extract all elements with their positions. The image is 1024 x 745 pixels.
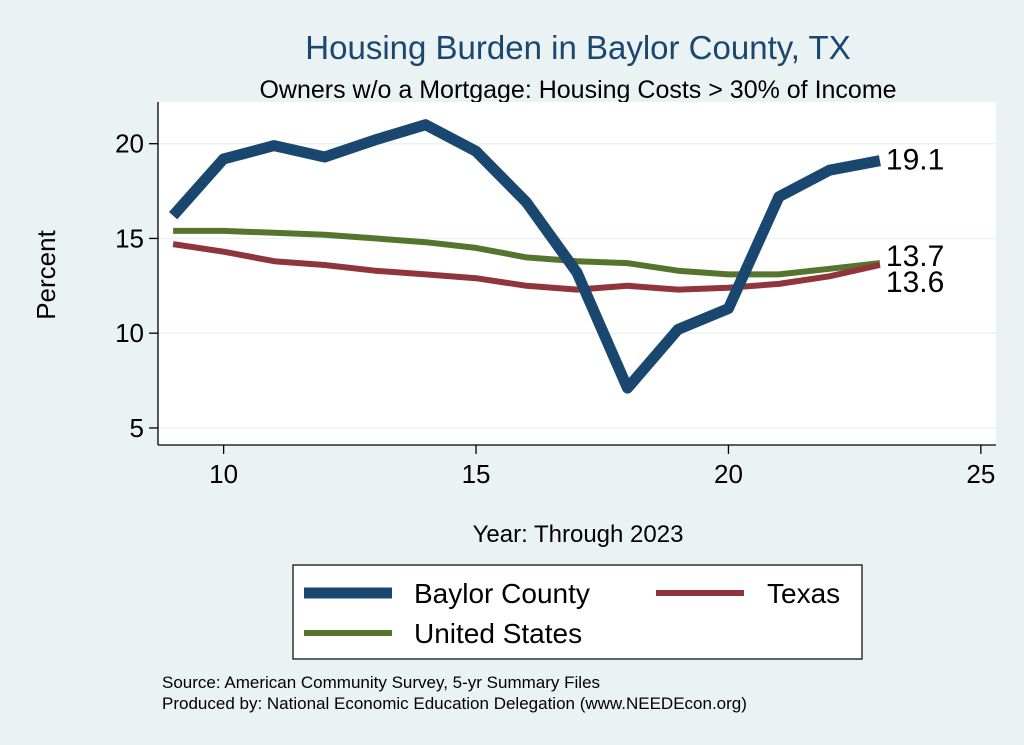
legend-label-texas: Texas	[767, 578, 840, 609]
x-tick-label: 10	[209, 459, 238, 489]
end-label-texas: 13.6	[886, 266, 944, 299]
chart-title: Housing Burden in Baylor County, TX	[305, 29, 850, 66]
end-label-baylor-county: 19.1	[886, 144, 944, 177]
y-tick-label: 15	[115, 223, 144, 253]
end-label-united-states: 13.7	[886, 240, 944, 273]
legend: Baylor County Texas United States	[292, 564, 863, 660]
chart-subtitle: Owners w/o a Mortgage: Housing Costs > 3…	[259, 76, 896, 104]
x-tick-label: 20	[714, 459, 743, 489]
y-tick-label: 5	[130, 413, 144, 443]
y-tick-label: 10	[115, 318, 144, 348]
grid-lines	[158, 142, 996, 429]
series-lines	[168, 119, 881, 394]
produced-by-note: Produced by: National Economic Education…	[162, 694, 747, 713]
x-axis-label: Year: Through 2023	[473, 521, 684, 548]
x-tick-label: 25	[966, 459, 995, 489]
y-axis-label: Percent	[31, 229, 61, 319]
series-line-baylor-county	[168, 119, 881, 394]
x-tick-label: 15	[462, 459, 491, 489]
legend-label-united-states: United States	[414, 618, 582, 649]
series-line-united-states	[173, 227, 881, 278]
source-note: Source: American Community Survey, 5-yr …	[162, 673, 600, 692]
y-tick-label: 20	[115, 129, 144, 159]
end-labels: 19.1 13.613.7	[886, 144, 944, 299]
axes: 5 10 15 20 10 15 20 25	[115, 102, 996, 489]
series-line-texas	[172, 241, 881, 293]
legend-box	[292, 564, 863, 660]
legend-label-baylor-county: Baylor County	[414, 578, 590, 609]
